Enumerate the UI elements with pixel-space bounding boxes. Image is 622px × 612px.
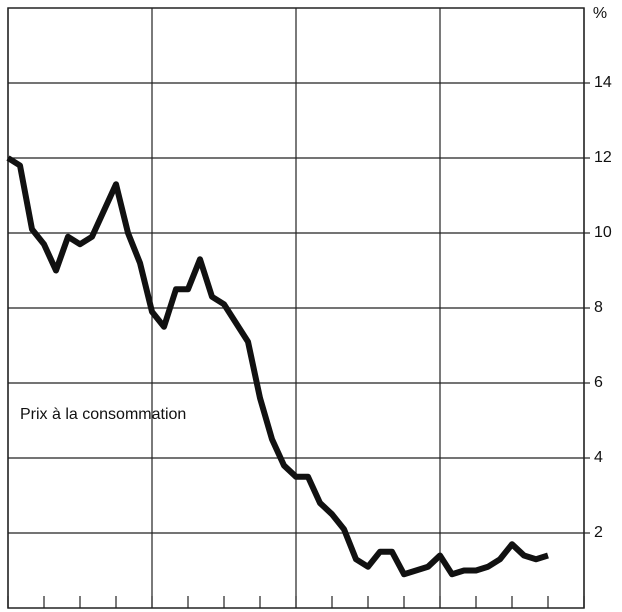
y-tick-label: 4 — [594, 449, 603, 466]
y-tick-label: 6 — [594, 374, 603, 391]
y-tick-label: 14 — [594, 74, 612, 91]
annotation: Prix à la consommation — [20, 406, 186, 423]
y-tick-label: 10 — [594, 224, 612, 241]
y-axis-label: % — [593, 5, 607, 22]
data-line — [6, 155, 549, 578]
y-tick-label: 12 — [594, 149, 612, 166]
y-tick-label: 8 — [594, 299, 603, 316]
y-tick-label: 2 — [594, 524, 603, 541]
